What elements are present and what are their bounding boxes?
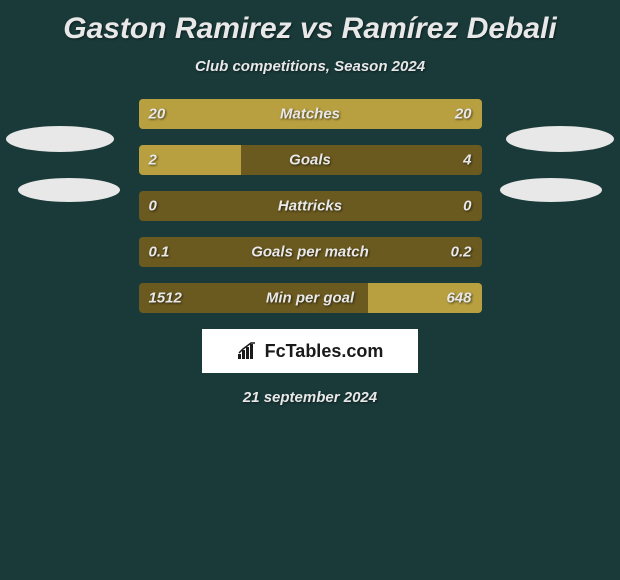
stat-bar: 2 Goals 4 bbox=[139, 145, 482, 175]
stat-right-value: 0.2 bbox=[451, 244, 472, 261]
stat-bar: 1512 Min per goal 648 bbox=[139, 283, 482, 313]
stat-right-value: 4 bbox=[463, 152, 471, 169]
stat-label: Goals bbox=[289, 152, 331, 169]
stat-label: Hattricks bbox=[278, 198, 342, 215]
logo-text: FcTables.com bbox=[265, 341, 384, 362]
chart-icon bbox=[237, 342, 259, 360]
stat-bar: 0.1 Goals per match 0.2 bbox=[139, 237, 482, 267]
page-subtitle: Club competitions, Season 2024 bbox=[0, 50, 620, 99]
stat-bar: 0 Hattricks 0 bbox=[139, 191, 482, 221]
stat-label: Min per goal bbox=[266, 290, 354, 307]
stat-left-value: 20 bbox=[149, 106, 166, 123]
footer-date: 21 september 2024 bbox=[0, 373, 620, 422]
page-title: Gaston Ramirez vs Ramírez Debali bbox=[0, 0, 620, 50]
stat-left-value: 0.1 bbox=[149, 244, 170, 261]
bars-wrapper: 20 Matches 20 2 Goals 4 0 Hattricks 0 0.… bbox=[0, 99, 620, 313]
logo-box: FcTables.com bbox=[202, 329, 418, 373]
stat-label: Matches bbox=[280, 106, 340, 123]
stat-bar: 20 Matches 20 bbox=[139, 99, 482, 129]
stat-label: Goals per match bbox=[251, 244, 369, 261]
comparison-infographic: Gaston Ramirez vs Ramírez Debali Club co… bbox=[0, 0, 620, 422]
stat-right-value: 648 bbox=[446, 290, 471, 307]
stat-left-value: 1512 bbox=[149, 290, 182, 307]
stat-left-value: 0 bbox=[149, 198, 157, 215]
stat-left-value: 2 bbox=[149, 152, 157, 169]
stat-right-value: 0 bbox=[463, 198, 471, 215]
stat-right-value: 20 bbox=[455, 106, 472, 123]
